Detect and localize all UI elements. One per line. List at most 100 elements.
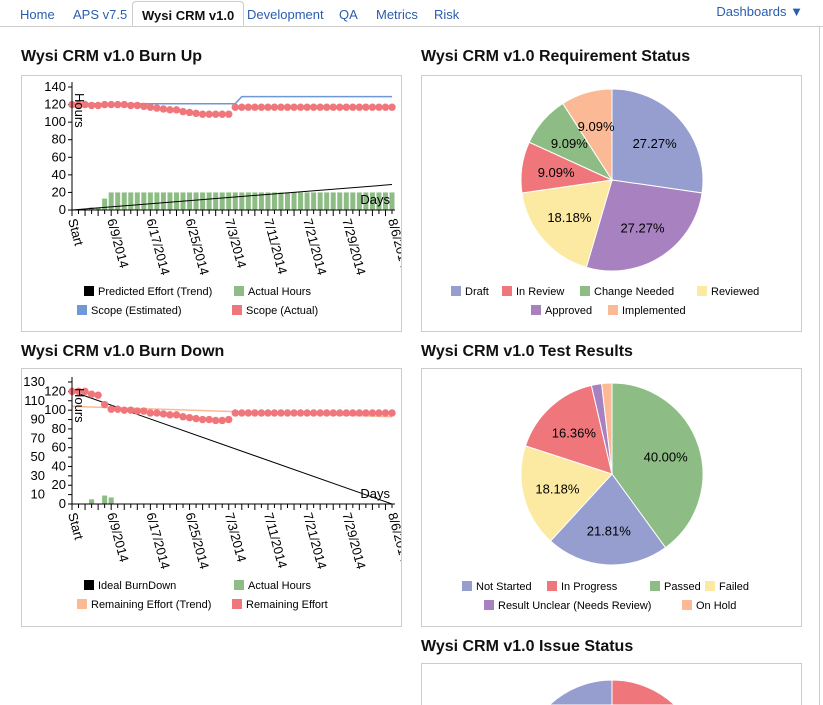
point <box>381 409 390 417</box>
point <box>114 100 122 109</box>
point <box>277 409 285 417</box>
point <box>336 103 344 111</box>
bar-actual-hours <box>291 192 297 210</box>
tab-qa[interactable]: QA <box>339 7 358 22</box>
point <box>257 409 266 417</box>
point <box>192 109 200 118</box>
bar-actual-hours <box>108 192 114 210</box>
y-tick-label: 80 <box>52 132 66 147</box>
pie-slice <box>601 382 613 475</box>
page-border <box>819 26 820 705</box>
legend-label: Reviewed <box>711 286 759 298</box>
bar-actual-hours <box>252 192 258 210</box>
tab-development[interactable]: Development <box>247 7 324 22</box>
x-tick-label: Start <box>65 511 87 542</box>
legend-swatch <box>84 580 94 590</box>
tab-wysi-crm[interactable]: Wysi CRM v1.0 <box>132 1 245 26</box>
legend-swatch <box>234 286 244 296</box>
y-tick-label: 0 <box>59 496 66 511</box>
point <box>133 101 142 110</box>
legend-label: Not Started <box>476 581 532 593</box>
point <box>211 416 220 425</box>
point <box>172 106 181 114</box>
point <box>107 405 115 413</box>
legend-label: Actual Hours <box>248 286 311 298</box>
point <box>368 103 377 111</box>
bar-actual-hours <box>343 192 349 210</box>
y-tick-label: 80 <box>52 421 66 436</box>
point <box>349 103 357 111</box>
y-tick-label: 0 <box>59 202 66 217</box>
point <box>244 409 253 417</box>
legend-swatch <box>580 286 590 296</box>
y-tick-label: 30 <box>31 468 45 483</box>
pie-slice <box>611 88 704 194</box>
bar-actual-hours <box>369 192 375 210</box>
x-tick-label: 7/11/2014 <box>261 217 290 276</box>
point <box>185 108 194 117</box>
point <box>309 409 318 417</box>
legend-label: Implemented <box>622 305 686 317</box>
y-tick-label: 40 <box>52 167 66 182</box>
y-axis-label: Hours <box>72 388 87 423</box>
y-tick-label: 120 <box>44 97 66 112</box>
x-tick-label: 7/29/2014 <box>339 511 368 571</box>
point <box>205 415 213 424</box>
tab-home[interactable]: Home <box>20 7 55 22</box>
point <box>362 103 370 111</box>
legend-label: Approved <box>545 305 592 317</box>
legend-label: Actual Hours <box>248 580 311 592</box>
legend-swatch <box>77 305 87 315</box>
bar-actual-hours <box>317 192 323 210</box>
bar-actual-hours <box>206 192 212 210</box>
point <box>198 110 207 118</box>
bar-actual-hours <box>304 192 310 210</box>
legend-swatch <box>232 599 242 609</box>
legend-swatch <box>682 600 692 610</box>
point <box>342 409 350 417</box>
legend-label: Remaining Effort (Trend) <box>91 599 211 611</box>
bar-actual-hours <box>128 192 134 210</box>
x-tick-label: 7/29/2014 <box>339 217 368 277</box>
point <box>94 391 102 399</box>
legend-swatch <box>232 305 242 315</box>
tab-risk[interactable]: Risk <box>434 7 460 22</box>
point <box>303 409 311 417</box>
point <box>316 409 324 417</box>
point <box>283 409 292 417</box>
bar-actual-hours <box>154 192 160 210</box>
dashboard-tabs: Home APS v7.5 Wysi CRM v1.0 Development … <box>0 0 823 27</box>
bar-actual-hours <box>200 192 206 210</box>
bar-actual-hours <box>232 192 238 210</box>
y-tick-label: 50 <box>31 449 45 464</box>
point <box>172 411 181 419</box>
bar-actual-hours <box>160 192 166 210</box>
legend-swatch <box>484 600 494 610</box>
dashboards-menu[interactable]: Dashboards ▼ <box>716 4 803 19</box>
test-panel: 40.00% 21.81% 18.18% 16.36% Not Started In Pr… <box>421 368 802 627</box>
point <box>381 103 390 111</box>
point <box>355 409 364 417</box>
legend-label: Change Needed <box>594 286 674 298</box>
point <box>290 409 298 417</box>
point <box>238 103 246 111</box>
burnup-chart: 0 20 40 60 80 100 120 140 Hours Days Start 6/9/2014… <box>44 79 401 317</box>
tab-metrics[interactable]: Metrics <box>376 7 418 22</box>
slice-label: 9.09% <box>551 136 588 151</box>
legend-label: Ideal BurnDown <box>98 580 176 592</box>
point <box>159 410 168 418</box>
line-predicted-effort-trend- <box>71 184 393 211</box>
burnup-title: Wysi CRM v1.0 Burn Up <box>21 48 203 65</box>
bar-actual-hours <box>298 192 304 210</box>
legend-swatch <box>547 581 557 591</box>
x-tick-label: 6/9/2014 <box>104 217 132 270</box>
legend-label: On Hold <box>696 600 736 612</box>
tab-aps[interactable]: APS v7.5 <box>73 7 128 22</box>
point <box>296 103 305 111</box>
test-chart: 40.00% 21.81% 18.18% 16.36% Not Started In Pr… <box>462 382 749 612</box>
bar-actual-hours <box>258 192 264 210</box>
legend-swatch <box>502 286 512 296</box>
point <box>329 103 337 111</box>
point <box>362 409 370 417</box>
point <box>114 405 122 413</box>
